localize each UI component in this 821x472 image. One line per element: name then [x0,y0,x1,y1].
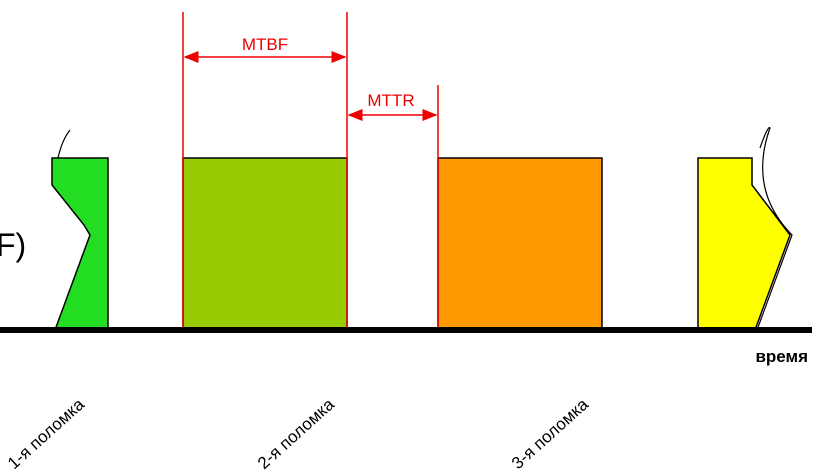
tear-line [57,129,71,159]
third-block [437,157,603,331]
time-label: время [755,347,808,366]
failure-label: 2-я поломка [254,394,338,472]
failure-label: 1-я поломка [4,394,88,472]
second-block [182,157,348,331]
mtbf-label: MTBF [242,35,288,54]
failure-label: 3-я поломка [508,394,592,472]
mttr-label: MTTR [367,91,414,110]
side-label: F) [0,227,26,263]
tear-line [756,127,793,331]
first-block [51,157,109,331]
fourth-block [697,157,791,331]
